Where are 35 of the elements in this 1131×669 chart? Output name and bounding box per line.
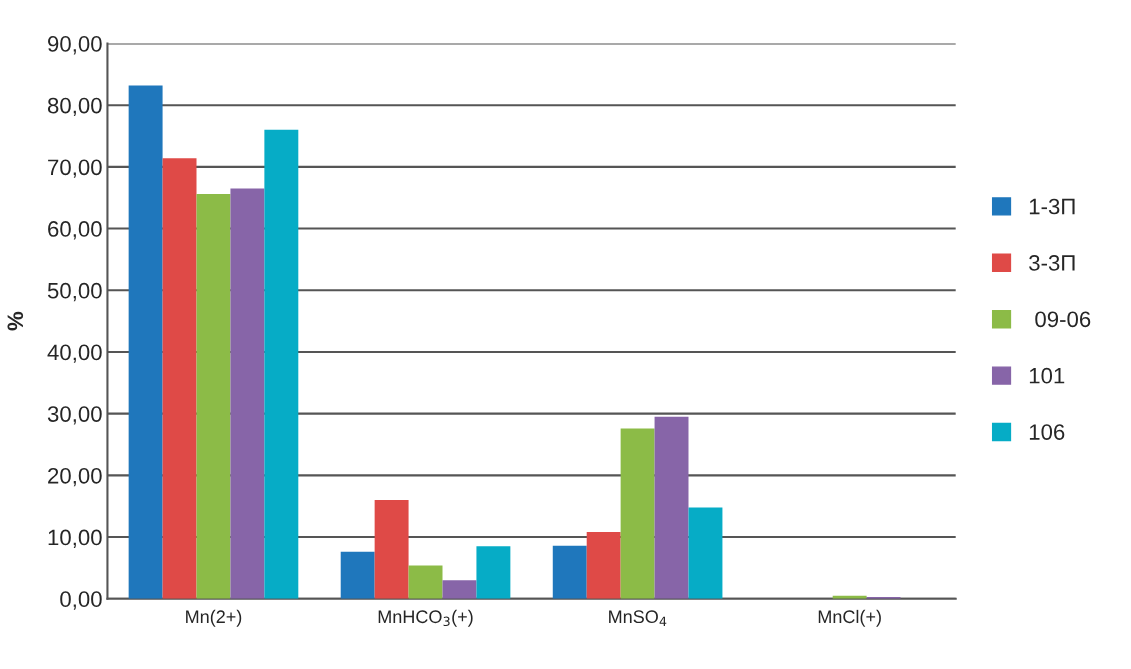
y-tick-label: 80,00 (47, 97, 102, 117)
bar (620, 428, 655, 599)
x-tick-label: MnCl(+) (818, 609, 881, 627)
x-tick-label: MnHCO$_{3}$(+) (378, 609, 473, 627)
y-tick-label: 90,00 (48, 36, 102, 55)
legend-label: 106 (1029, 424, 1065, 440)
x-tick-label: Mn(2+) (186, 609, 242, 627)
bar (476, 546, 511, 599)
bar (552, 545, 587, 599)
y-tick-label: 0,00 (60, 591, 102, 610)
legend-label: 3-3П (1029, 255, 1075, 271)
bar (128, 85, 163, 599)
y-tick-label: 10,00 (48, 529, 102, 548)
x-tick-label: MnSO$_{4}$ (609, 610, 667, 626)
bar (586, 532, 621, 599)
y-axis-title: % (7, 311, 24, 331)
bar (408, 565, 443, 599)
y-tick-label: 40,00 (47, 344, 102, 363)
bar (374, 500, 409, 599)
bar (688, 507, 723, 599)
bar (654, 416, 689, 599)
legend-label: 101 (1029, 367, 1065, 384)
bar (196, 194, 231, 599)
bar (264, 129, 299, 599)
bar (230, 188, 265, 599)
y-tick-label: 20,00 (48, 467, 102, 487)
y-tick-label: 50,00 (47, 282, 102, 302)
bar (162, 158, 197, 599)
legend-label: 09-06 (1035, 311, 1091, 328)
y-tick-label: 70,00 (48, 159, 102, 178)
y-tick-label: 60,00 (48, 221, 102, 240)
bar (340, 551, 375, 599)
legend-label: 1-3П (1029, 198, 1075, 215)
bar (442, 580, 477, 599)
y-tick-label: 30,00 (47, 406, 102, 425)
